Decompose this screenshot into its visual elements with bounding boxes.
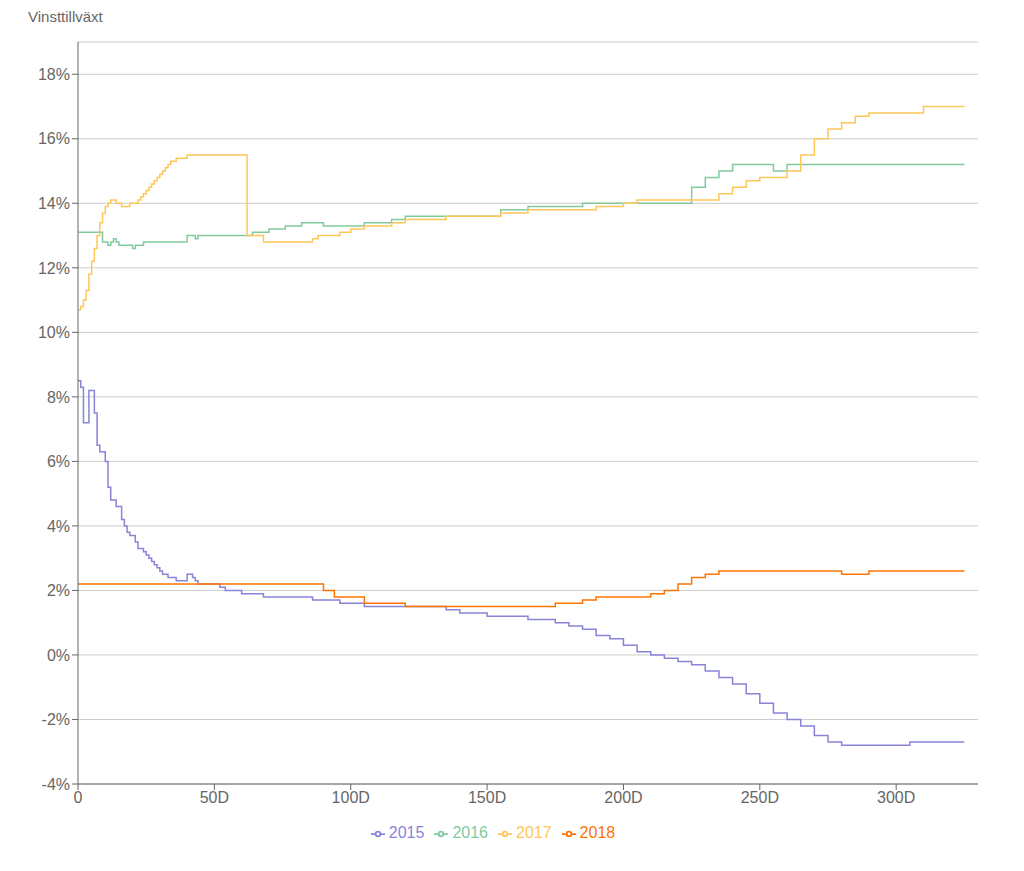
html-text:Vinsttillväxt: Vinsttillväxt [28, 8, 103, 25]
svg-text:150D: 150D [468, 789, 506, 806]
svg-text:18%: 18% [38, 66, 70, 83]
svg-text:100D: 100D [332, 789, 370, 806]
svg-text:4%: 4% [47, 518, 70, 535]
html-text:2018: 2018 [579, 824, 616, 841]
svg-text:2%: 2% [47, 582, 70, 599]
svg-text:14%: 14% [38, 195, 70, 212]
svg-text:6%: 6% [47, 453, 70, 470]
svg-text:10%: 10% [38, 324, 70, 341]
svg-text:50D: 50D [200, 789, 229, 806]
html-text:2016: 2016 [452, 824, 488, 841]
svg-text:0: 0 [74, 789, 83, 806]
svg-text:300D: 300D [877, 789, 915, 806]
svg-text:12%: 12% [38, 260, 70, 277]
svg-text:200D: 200D [604, 789, 642, 806]
svg-text:-4%: -4% [42, 776, 70, 793]
svg-text:-2%: -2% [42, 711, 70, 728]
html-text:2015: 2015 [388, 824, 425, 841]
svg-text:0%: 0% [47, 647, 70, 664]
svg-text:8%: 8% [47, 389, 70, 406]
svg-text:250D: 250D [741, 789, 779, 806]
html-text:2017: 2017 [516, 824, 552, 841]
svg-text:16%: 16% [38, 130, 70, 147]
